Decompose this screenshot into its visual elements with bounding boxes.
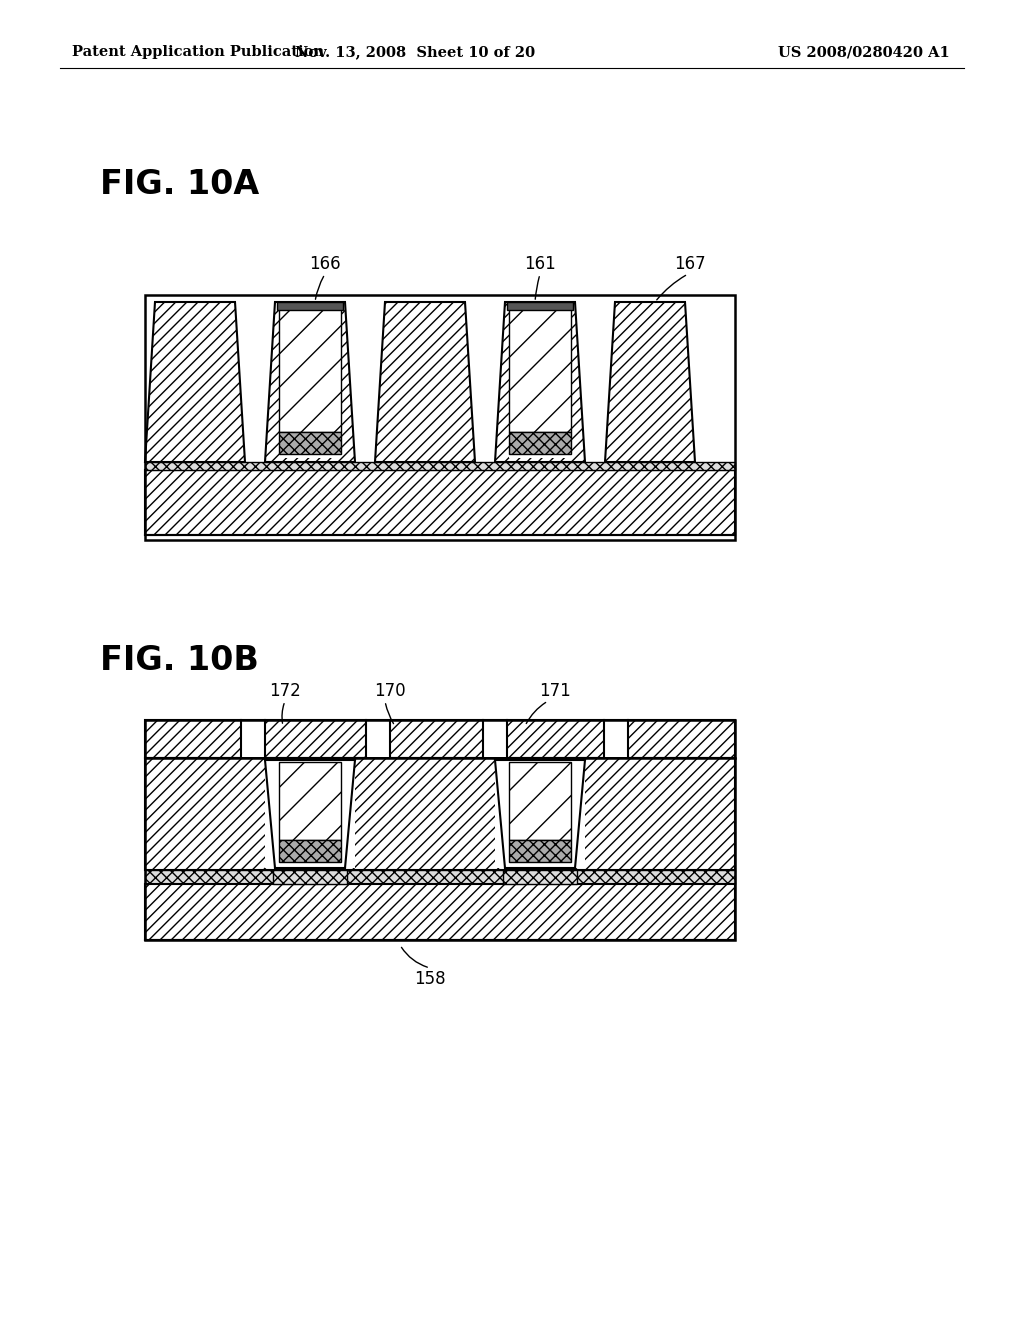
Bar — [279, 306, 341, 432]
Text: Patent Application Publication: Patent Application Publication — [72, 45, 324, 59]
Text: US 2008/0280420 A1: US 2008/0280420 A1 — [778, 45, 950, 59]
Bar — [604, 721, 628, 756]
Text: 170: 170 — [374, 682, 406, 700]
Bar — [145, 870, 735, 884]
Bar — [273, 870, 347, 884]
Text: 158: 158 — [414, 970, 445, 987]
Text: FIG. 10A: FIG. 10A — [100, 169, 259, 202]
Bar — [145, 470, 735, 535]
Bar — [279, 762, 341, 840]
Bar — [366, 721, 390, 756]
PathPatch shape — [605, 302, 695, 462]
PathPatch shape — [495, 302, 585, 462]
PathPatch shape — [265, 302, 355, 462]
PathPatch shape — [145, 302, 245, 462]
Bar — [279, 840, 341, 862]
Text: 161: 161 — [524, 255, 556, 273]
Bar — [241, 721, 265, 756]
Bar — [145, 884, 735, 940]
Bar — [509, 432, 571, 454]
Bar — [265, 760, 355, 869]
Text: 167: 167 — [674, 255, 706, 273]
Bar — [509, 840, 571, 862]
Bar — [279, 306, 341, 458]
Text: 172: 172 — [269, 682, 301, 700]
Bar — [495, 760, 585, 869]
Bar — [279, 432, 341, 454]
Bar — [145, 294, 735, 540]
Bar — [278, 302, 343, 310]
Text: FIG. 10B: FIG. 10B — [100, 644, 259, 676]
Bar — [509, 306, 571, 432]
Text: Nov. 13, 2008  Sheet 10 of 20: Nov. 13, 2008 Sheet 10 of 20 — [295, 45, 536, 59]
Bar — [509, 762, 571, 840]
Bar — [483, 721, 507, 756]
Bar — [509, 306, 571, 458]
Bar — [503, 870, 577, 884]
Bar — [145, 719, 735, 940]
Bar — [507, 302, 573, 310]
Text: 166: 166 — [309, 255, 341, 273]
PathPatch shape — [375, 302, 475, 462]
Text: 171: 171 — [539, 682, 570, 700]
Bar — [145, 462, 735, 470]
Bar — [145, 758, 735, 870]
Bar — [145, 719, 735, 758]
